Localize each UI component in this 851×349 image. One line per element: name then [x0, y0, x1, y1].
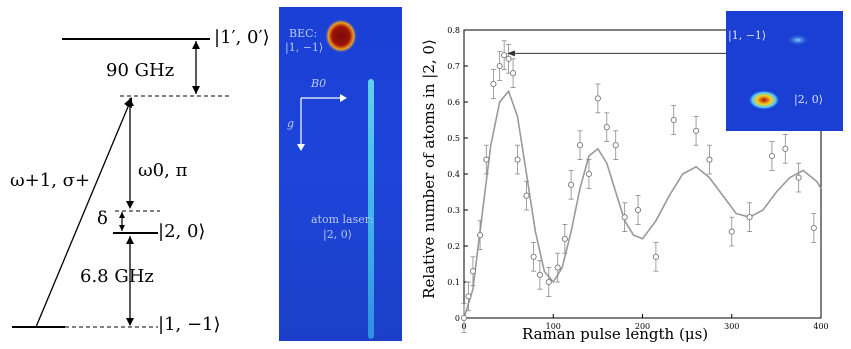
- data-point: [496, 62, 503, 70]
- rabi-oscillation-chart: 010020030040000.10.20.30.40.50.60.70.8 R…: [412, 0, 851, 345]
- energy-level-svg: [12, 38, 230, 328]
- data-point: [568, 181, 575, 188]
- data-point: [523, 192, 530, 199]
- lower-level-label: |1, −1⟩: [158, 314, 221, 335]
- data-point: [530, 253, 537, 260]
- atom-laser-beam: [368, 79, 374, 339]
- data-point: [795, 174, 802, 181]
- data-point: [652, 253, 659, 260]
- y-tick-label: 0.8: [447, 26, 460, 35]
- inset-cloud-b: [748, 90, 780, 110]
- b-field-label: B0: [311, 77, 327, 90]
- bec-label: BEC:: [289, 27, 318, 40]
- y-tick-label: 0.6: [447, 98, 460, 107]
- data-point: [603, 124, 610, 131]
- data-point: [545, 278, 552, 286]
- inset-state-a: |1, −1⟩: [728, 29, 767, 42]
- data-point: [554, 264, 561, 271]
- chart-svg: 010020030040000.10.20.30.40.50.60.70.8: [447, 26, 829, 333]
- atom-laser-label: atom laser:: [311, 213, 374, 226]
- data-point: [576, 142, 584, 149]
- data-point: [706, 156, 713, 163]
- data-point: [465, 293, 472, 300]
- bec-state-label: |1, −1⟩: [285, 41, 324, 54]
- delta-label: δ: [97, 208, 108, 229]
- absorption-image-svg: [297, 19, 374, 339]
- data-point: [621, 214, 628, 221]
- detuning-label: 90 GHz: [106, 60, 175, 81]
- data-point: [782, 145, 789, 152]
- data-point: [514, 156, 521, 163]
- inset-state-b: |2, 0⟩: [794, 93, 823, 106]
- data-point: [536, 271, 543, 278]
- y-axis-label: Relative number of atoms in |2, 0⟩: [420, 39, 438, 299]
- y-tick-label: 0.2: [447, 242, 460, 251]
- x-tick-label: 200: [635, 322, 650, 331]
- data-point: [634, 206, 642, 214]
- atom-laser-state-label: |2, 0⟩: [323, 228, 352, 241]
- annotation-arrow-head: [506, 50, 515, 57]
- y-tick-label: 0.1: [447, 278, 460, 287]
- absorption-image: BEC: |1, −1⟩ B0 g atom laser: |2, 0⟩: [279, 7, 402, 341]
- y-tick-label: 0.3: [447, 206, 460, 215]
- data-point: [585, 170, 592, 178]
- excited-level-label: |1′, 0′⟩: [214, 27, 270, 48]
- x-tick-label: 300: [724, 322, 739, 331]
- y-tick-label: 0: [455, 314, 460, 323]
- upper-level-label: |2, 0⟩: [158, 221, 206, 242]
- data-point: [746, 214, 753, 221]
- inset-image: |1, −1⟩ |2, 0⟩: [726, 11, 843, 131]
- y-tick-label: 0.7: [447, 62, 460, 71]
- data-point: [505, 55, 512, 62]
- data-point: [561, 235, 568, 242]
- energy-level-diagram: |1′, 0′⟩ 90 GHz ω+1, σ+ ω0, π δ |2, 0⟩ 6…: [0, 0, 275, 345]
- x-tick-label: 400: [813, 322, 828, 331]
- y-tick-label: 0.5: [447, 134, 460, 143]
- data-point: [728, 228, 735, 235]
- sigma-beam-label: ω+1, σ+: [10, 170, 91, 191]
- data-point: [510, 70, 517, 77]
- data-point: [612, 142, 619, 149]
- data-point: [490, 80, 497, 88]
- data-point: [692, 127, 700, 134]
- data-point: [594, 95, 601, 102]
- inset-svg: [748, 34, 810, 110]
- data-point: [670, 116, 677, 124]
- fit-curve: [463, 89, 822, 319]
- y-tick-label: 0.4: [447, 170, 460, 179]
- data-point: [768, 152, 775, 160]
- data-point: [810, 224, 817, 232]
- data-point: [501, 52, 508, 59]
- sigma-beam-arrow: [35, 101, 131, 328]
- hyperfine-label: 6.8 GHz: [80, 266, 154, 287]
- inset-cloud-a: [786, 34, 810, 46]
- bec-cloud: [325, 19, 357, 53]
- data-point: [460, 314, 468, 322]
- data-point: [469, 268, 476, 275]
- data-point: [477, 232, 484, 239]
- data-point: [483, 156, 490, 163]
- pi-beam-label: ω0, π: [138, 160, 188, 181]
- x-axis-label: Raman pulse length (μs): [522, 325, 709, 343]
- x-tick-label: 100: [546, 322, 561, 331]
- gravity-label: g: [287, 117, 295, 130]
